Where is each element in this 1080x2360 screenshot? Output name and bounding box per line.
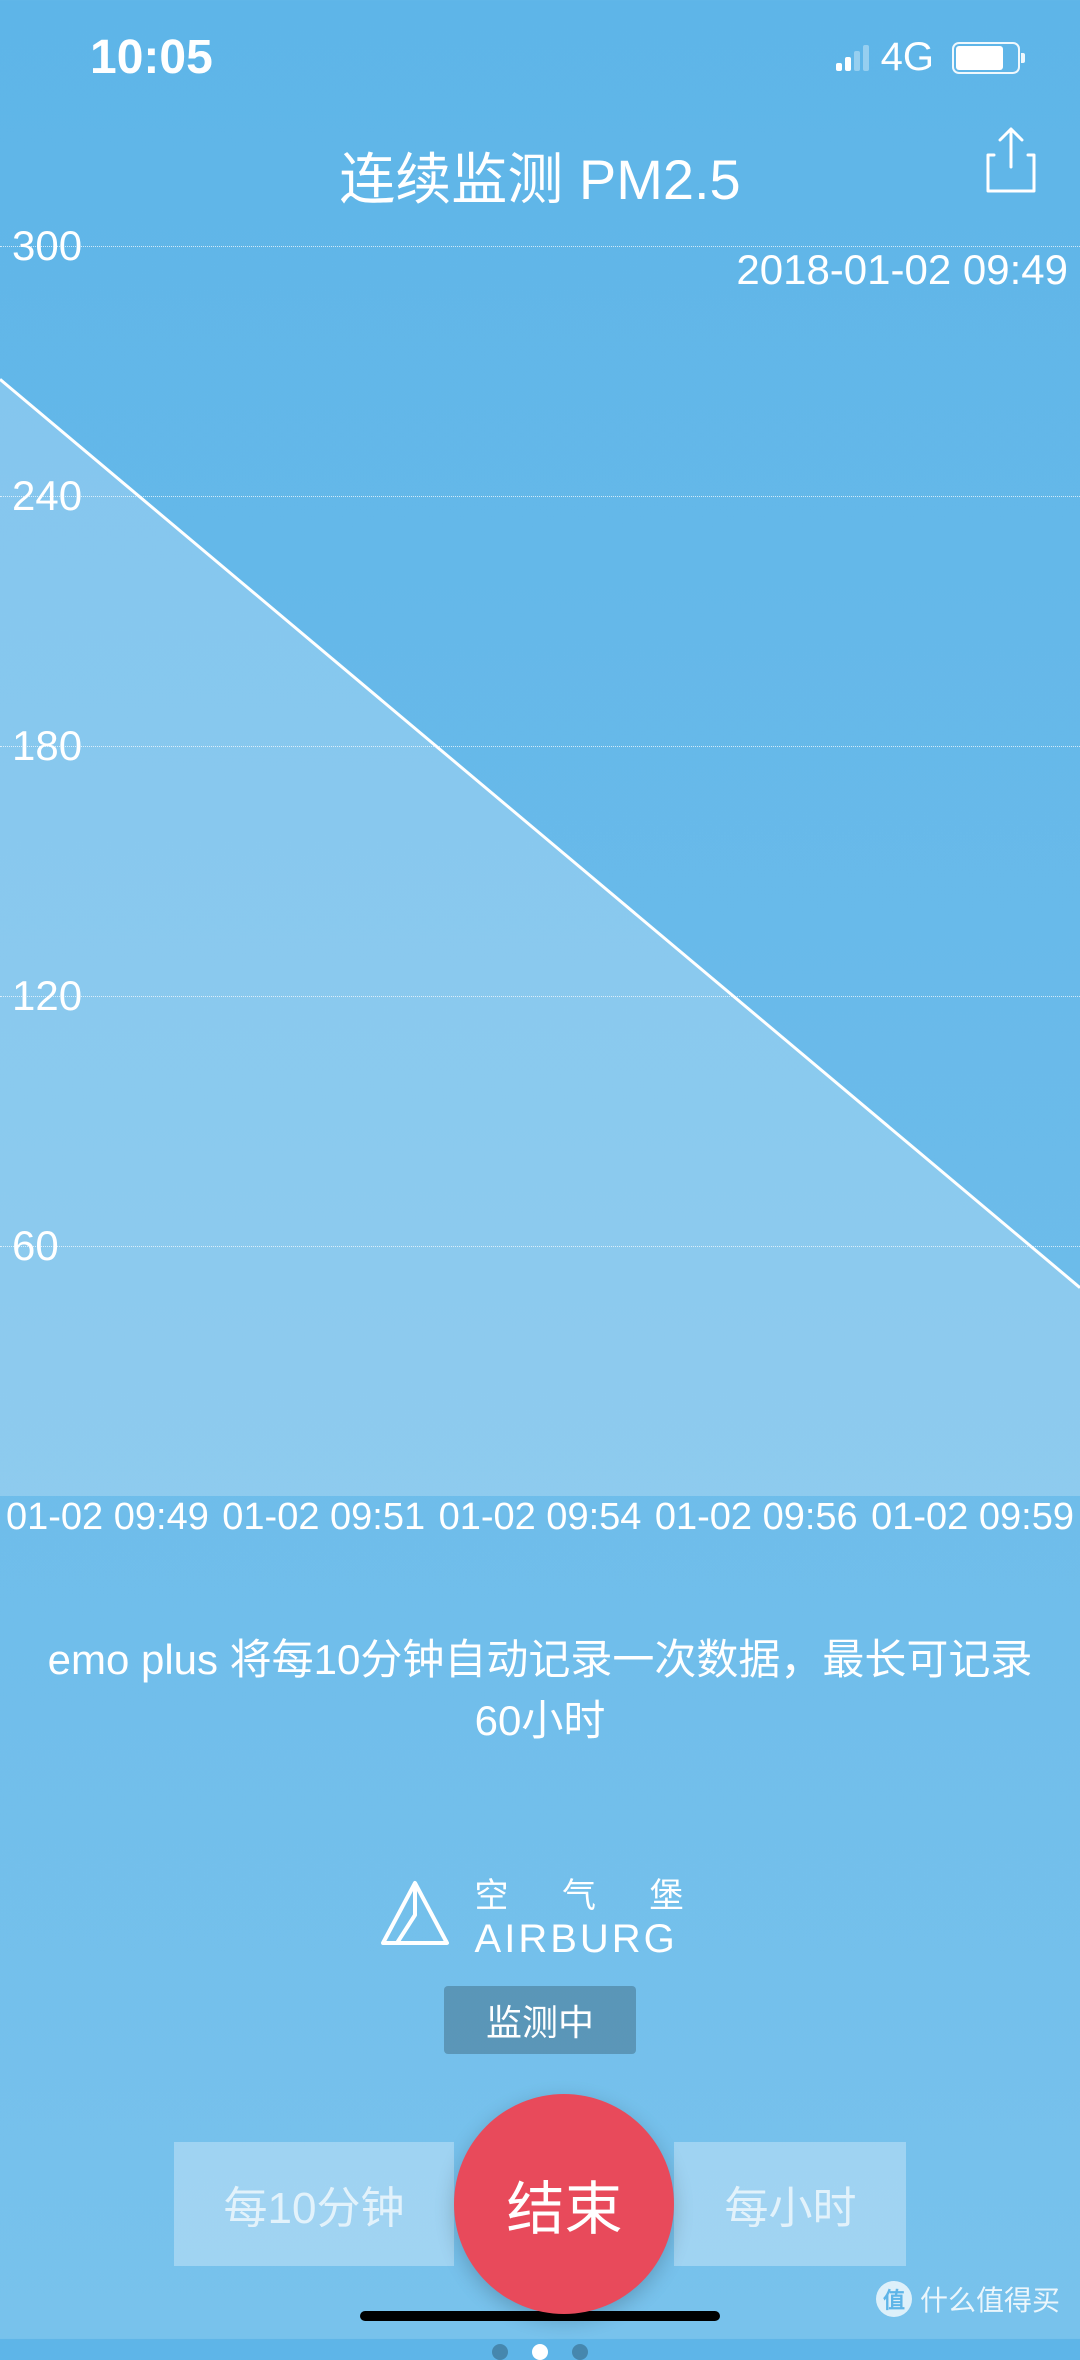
share-icon: [982, 125, 1040, 197]
brand-name-en: AIRBURG: [475, 1917, 678, 1962]
page-dot[interactable]: [572, 2344, 588, 2360]
x-tick-label: 01-02 09:51: [222, 1496, 425, 1556]
info-text: emo plus 将每10分钟自动记录一次数据，最长可记录60小时: [0, 1626, 1080, 1748]
x-axis: 01-02 09:4901-02 09:5101-02 09:5401-02 0…: [0, 1496, 1080, 1556]
brand-section: 空 气 堡 AIRBURG 监测中: [0, 1868, 1080, 2054]
status-bar: 10:05 4G: [0, 0, 1080, 105]
brand-logo: 空 气 堡 AIRBURG: [0, 1868, 1080, 1962]
chart-area: 2018-01-02 09:49 60120180240300 01-02 09…: [0, 246, 1080, 1556]
watermark: 值 什么值得买: [876, 2279, 1060, 2319]
x-tick-label: 01-02 09:49: [6, 1496, 209, 1556]
page-dot[interactable]: [532, 2344, 548, 2360]
watermark-text: 什么值得买: [920, 2279, 1060, 2319]
area-chart: [0, 246, 1080, 1496]
x-tick-label: 01-02 09:56: [655, 1496, 858, 1556]
x-tick-label: 01-02 09:59: [871, 1496, 1074, 1556]
status-time: 10:05: [90, 30, 213, 85]
status-badge: 监测中: [444, 1986, 636, 2054]
brand-name-cn: 空 气 堡: [475, 1868, 706, 1917]
page-indicator[interactable]: [0, 2344, 1080, 2360]
interval-10min-button[interactable]: 每10分钟: [174, 2142, 455, 2266]
page-dot[interactable]: [492, 2344, 508, 2360]
share-button[interactable]: [982, 125, 1040, 202]
header: 连续监测 PM2.5: [0, 105, 1080, 236]
brand-triangle-icon: [375, 1875, 455, 1955]
home-indicator[interactable]: [360, 2311, 720, 2321]
signal-icon: [836, 45, 869, 71]
watermark-icon: 值: [876, 2281, 912, 2317]
status-right: 4G: [836, 35, 1020, 80]
page-title: 连续监测 PM2.5: [339, 135, 740, 216]
end-button[interactable]: 结束: [454, 2094, 674, 2314]
x-tick-label: 01-02 09:54: [439, 1496, 642, 1556]
interval-hourly-button[interactable]: 每小时: [674, 2142, 906, 2266]
battery-icon: [952, 42, 1020, 74]
network-label: 4G: [881, 35, 934, 80]
